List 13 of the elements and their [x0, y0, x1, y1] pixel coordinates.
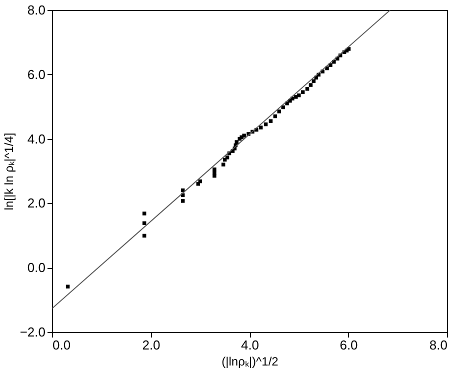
- x-tick-label: 6.0: [340, 338, 358, 352]
- x-tick-label: 4.0: [240, 338, 260, 352]
- y-tick-label: 2.0: [27, 196, 46, 211]
- y-axis-title: ln[|k ln ρₖ|^1/4]: [2, 132, 16, 210]
- y-tick-label: 4.0: [27, 131, 46, 146]
- y-tick-label: 6.0: [27, 66, 46, 82]
- x-tick-label: 0.0: [52, 338, 71, 352]
- y-tick-label: 0.0: [27, 260, 46, 276]
- x-tick-label: 8.0: [429, 338, 448, 352]
- y-tick-label: 8.0: [27, 2, 46, 18]
- x-axis-title: (|lnρₖ|)^1/2: [222, 354, 279, 368]
- x-tick-label: 2.0: [142, 338, 160, 352]
- y-tick-label: −2.0: [20, 324, 46, 340]
